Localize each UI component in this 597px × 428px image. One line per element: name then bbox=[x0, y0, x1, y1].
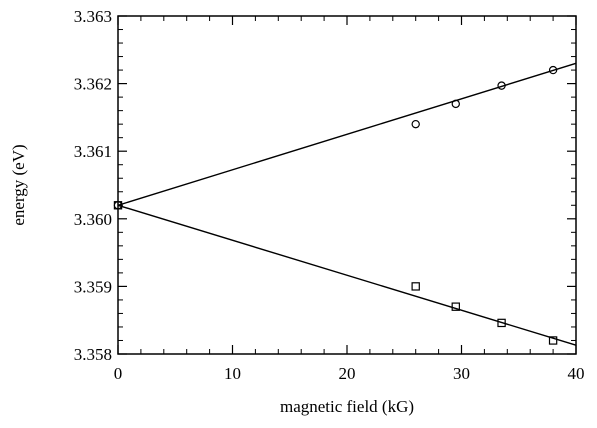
x-tick-label: 30 bbox=[453, 364, 470, 383]
y-tick-label: 3.360 bbox=[74, 210, 112, 229]
y-tick-label: 3.362 bbox=[74, 75, 112, 94]
circle-data-point bbox=[452, 100, 459, 107]
y-tick-label: 3.361 bbox=[74, 142, 112, 161]
x-tick-label: 20 bbox=[339, 364, 356, 383]
y-axis-label: energy (eV) bbox=[9, 144, 28, 225]
y-tick-label: 3.358 bbox=[74, 345, 112, 364]
fit-lines bbox=[118, 63, 576, 345]
plot-frame bbox=[118, 16, 576, 354]
x-axis-label: magnetic field (kG) bbox=[280, 397, 414, 416]
upper-fit-line bbox=[118, 63, 576, 205]
y-axis-ticks: 3.358 3.359 3.360 3.361 3.362 3.363 bbox=[74, 7, 576, 364]
circle-data-point bbox=[412, 121, 419, 128]
y-tick-label: 3.359 bbox=[74, 277, 112, 296]
square-data-point bbox=[412, 283, 419, 290]
lower-fit-line bbox=[118, 205, 576, 345]
y-tick-label: 3.363 bbox=[74, 7, 112, 26]
x-tick-label: 0 bbox=[114, 364, 123, 383]
x-tick-label: 40 bbox=[568, 364, 585, 383]
x-tick-label: 10 bbox=[224, 364, 241, 383]
x-axis-ticks: 0 10 20 30 40 bbox=[114, 16, 585, 383]
data-points bbox=[114, 66, 556, 344]
